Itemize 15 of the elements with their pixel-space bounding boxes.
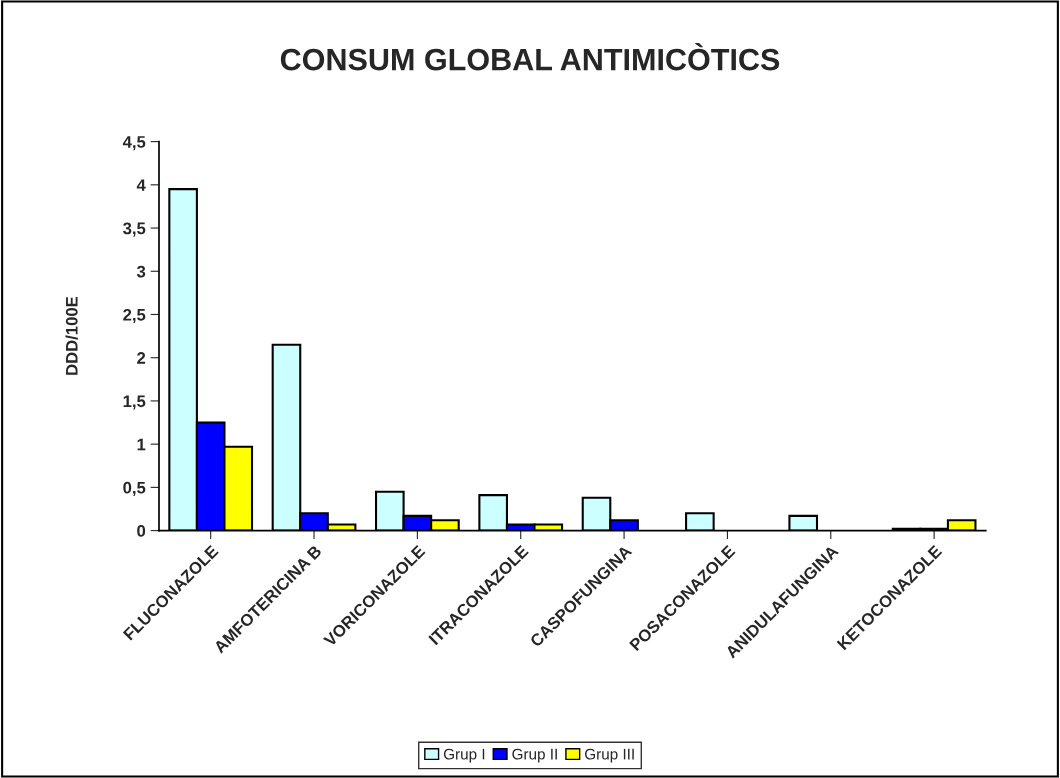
y-tick-label: 2 <box>137 352 146 364</box>
legend-label: Grup III <box>585 748 634 763</box>
legend-label: Grup I <box>443 748 485 763</box>
y-tick-label: 3,5 <box>123 222 146 237</box>
y-tick-label: 3 <box>136 265 146 278</box>
y-tick-label: 1 <box>137 438 146 451</box>
y-tick-label: 1,5 <box>123 395 146 410</box>
y-axis-title: DDD/100E <box>65 296 78 375</box>
chart-title: CONSUM GLOBAL ANTIMICÒTICS <box>280 43 780 71</box>
y-tick-label: 2,5 <box>123 308 146 324</box>
y-tick-label: 4,5 <box>122 136 146 151</box>
y-tick-label: 4 <box>136 179 146 191</box>
y-tick-label: 0 <box>137 525 146 537</box>
legend-label: Grup II <box>512 748 557 763</box>
y-tick-label: 0,5 <box>123 481 146 496</box>
